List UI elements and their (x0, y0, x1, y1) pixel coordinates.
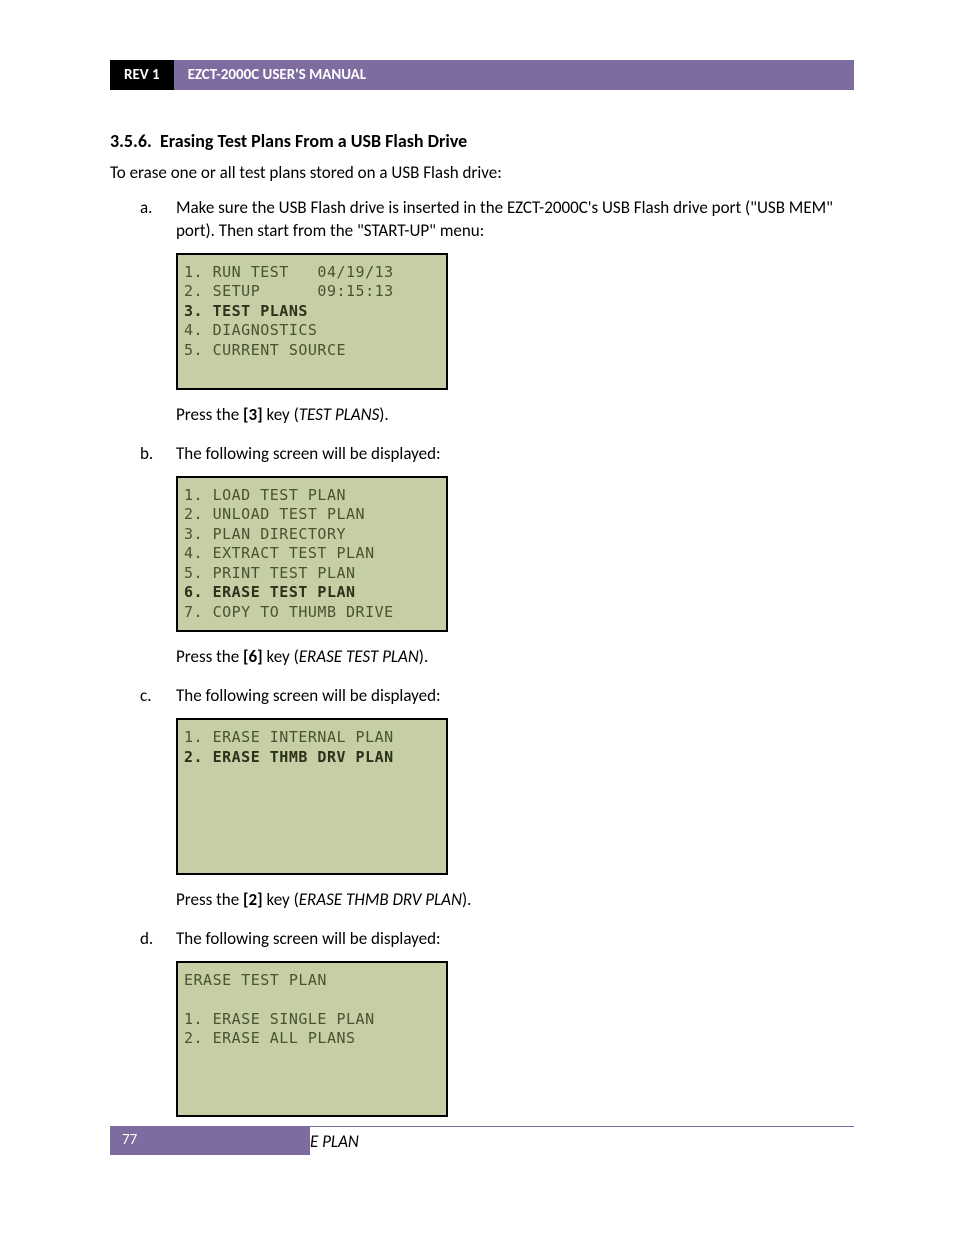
post-pre: Press the (176, 646, 243, 667)
step-post-text: Press the [2] key (ERASE THMB DRV PLAN). (176, 889, 854, 912)
post-mid: key ( (263, 889, 299, 910)
post-key: [2] (243, 889, 263, 910)
lcd-line (184, 1088, 440, 1108)
lcd-line: 2. ERASE ALL PLANS (184, 1029, 440, 1049)
lcd-line: 1. RUN TEST 04/19/13 (184, 263, 440, 283)
lcd-line: 3. TEST PLANS (184, 302, 440, 322)
lcd-line: 2. SETUP 09:15:13 (184, 282, 440, 302)
lcd-line: 5. PRINT TEST PLAN (184, 564, 440, 584)
header-rev: REV 1 (110, 60, 174, 90)
lcd-line (184, 1068, 440, 1088)
header-title: EZCT-2000C USER'S MANUAL (174, 60, 854, 90)
post-mid: key ( (263, 404, 299, 425)
step-body: Make sure the USB Flash drive is inserte… (176, 197, 854, 437)
lcd-line (184, 826, 440, 846)
lcd-line: 7. COPY TO THUMB DRIVE (184, 603, 440, 623)
step-text: The following screen will be displayed: (176, 928, 854, 951)
step-marker: b. (140, 443, 176, 679)
lcd-line: 5. CURRENT SOURCE (184, 341, 440, 361)
lcd-line: 1. LOAD TEST PLAN (184, 486, 440, 506)
post-mid: key ( (263, 646, 299, 667)
header-bar: REV 1 EZCT-2000C USER'S MANUAL (110, 60, 854, 90)
step-marker: a. (140, 197, 176, 437)
post-ital: ERASE TEST PLAN (299, 646, 419, 667)
lcd-screen-d: ERASE TEST PLAN 1. ERASE SINGLE PLAN 2. … (176, 961, 448, 1118)
step-post-text: Press the [6] key (ERASE TEST PLAN). (176, 646, 854, 669)
lcd-line (184, 767, 440, 787)
lcd-line: 3. PLAN DIRECTORY (184, 525, 440, 545)
post-end: ). (419, 646, 428, 667)
page-number: 77 (110, 1127, 310, 1155)
post-end: ). (462, 889, 471, 910)
lcd-line: 4. DIAGNOSTICS (184, 321, 440, 341)
step-marker: d. (140, 928, 176, 1152)
lcd-screen-b: 1. LOAD TEST PLAN 2. UNLOAD TEST PLAN 3.… (176, 476, 448, 633)
page: REV 1 EZCT-2000C USER'S MANUAL 3.5.6. Er… (0, 0, 954, 1235)
section-number: 3.5.6. (110, 130, 152, 152)
step-body: The following screen will be displayed: … (176, 928, 854, 1152)
step-marker: c. (140, 685, 176, 921)
lcd-line: 2. ERASE THMB DRV PLAN (184, 748, 440, 768)
post-ital: TEST PLANS (299, 404, 380, 425)
step-body: The following screen will be displayed: … (176, 443, 854, 679)
step-text: The following screen will be displayed: (176, 685, 854, 708)
post-key: [3] (243, 404, 263, 425)
step-d: d. The following screen will be displaye… (140, 928, 854, 1152)
post-ital: ERASE THMB DRV PLAN (299, 889, 462, 910)
lcd-line: ERASE TEST PLAN (184, 971, 440, 991)
lcd-line (184, 787, 440, 807)
lcd-line (184, 806, 440, 826)
step-text: The following screen will be displayed: (176, 443, 854, 466)
lcd-line: 1. ERASE INTERNAL PLAN (184, 728, 440, 748)
footer-bar: 77 (110, 1126, 854, 1155)
step-c: c. The following screen will be displaye… (140, 685, 854, 921)
step-post-text: Press the [3] key (TEST PLANS). (176, 404, 854, 427)
lcd-line: 6. ERASE TEST PLAN (184, 583, 440, 603)
step-a: a. Make sure the USB Flash drive is inse… (140, 197, 854, 437)
step-body: The following screen will be displayed: … (176, 685, 854, 921)
section-title: Erasing Test Plans From a USB Flash Driv… (160, 130, 467, 152)
post-pre: Press the (176, 889, 243, 910)
post-pre: Press the (176, 404, 243, 425)
lcd-screen-c: 1. ERASE INTERNAL PLAN 2. ERASE THMB DRV… (176, 718, 448, 875)
lcd-line: 2. UNLOAD TEST PLAN (184, 505, 440, 525)
lcd-line (184, 990, 440, 1010)
step-text: Make sure the USB Flash drive is inserte… (176, 197, 854, 243)
step-b: b. The following screen will be displaye… (140, 443, 854, 679)
lcd-screen-a: 1. RUN TEST 04/19/13 2. SETUP 09:15:13 3… (176, 253, 448, 390)
lcd-line: 4. EXTRACT TEST PLAN (184, 544, 440, 564)
lcd-line (184, 845, 440, 865)
lcd-line (184, 360, 440, 380)
post-key: [6] (243, 646, 263, 667)
lcd-line: 1. ERASE SINGLE PLAN (184, 1010, 440, 1030)
section-heading: 3.5.6. Erasing Test Plans From a USB Fla… (110, 130, 854, 152)
step-list: a. Make sure the USB Flash drive is inse… (140, 197, 854, 1152)
intro-text: To erase one or all test plans stored on… (110, 162, 854, 183)
lcd-line (184, 1049, 440, 1069)
post-end: ). (379, 404, 388, 425)
